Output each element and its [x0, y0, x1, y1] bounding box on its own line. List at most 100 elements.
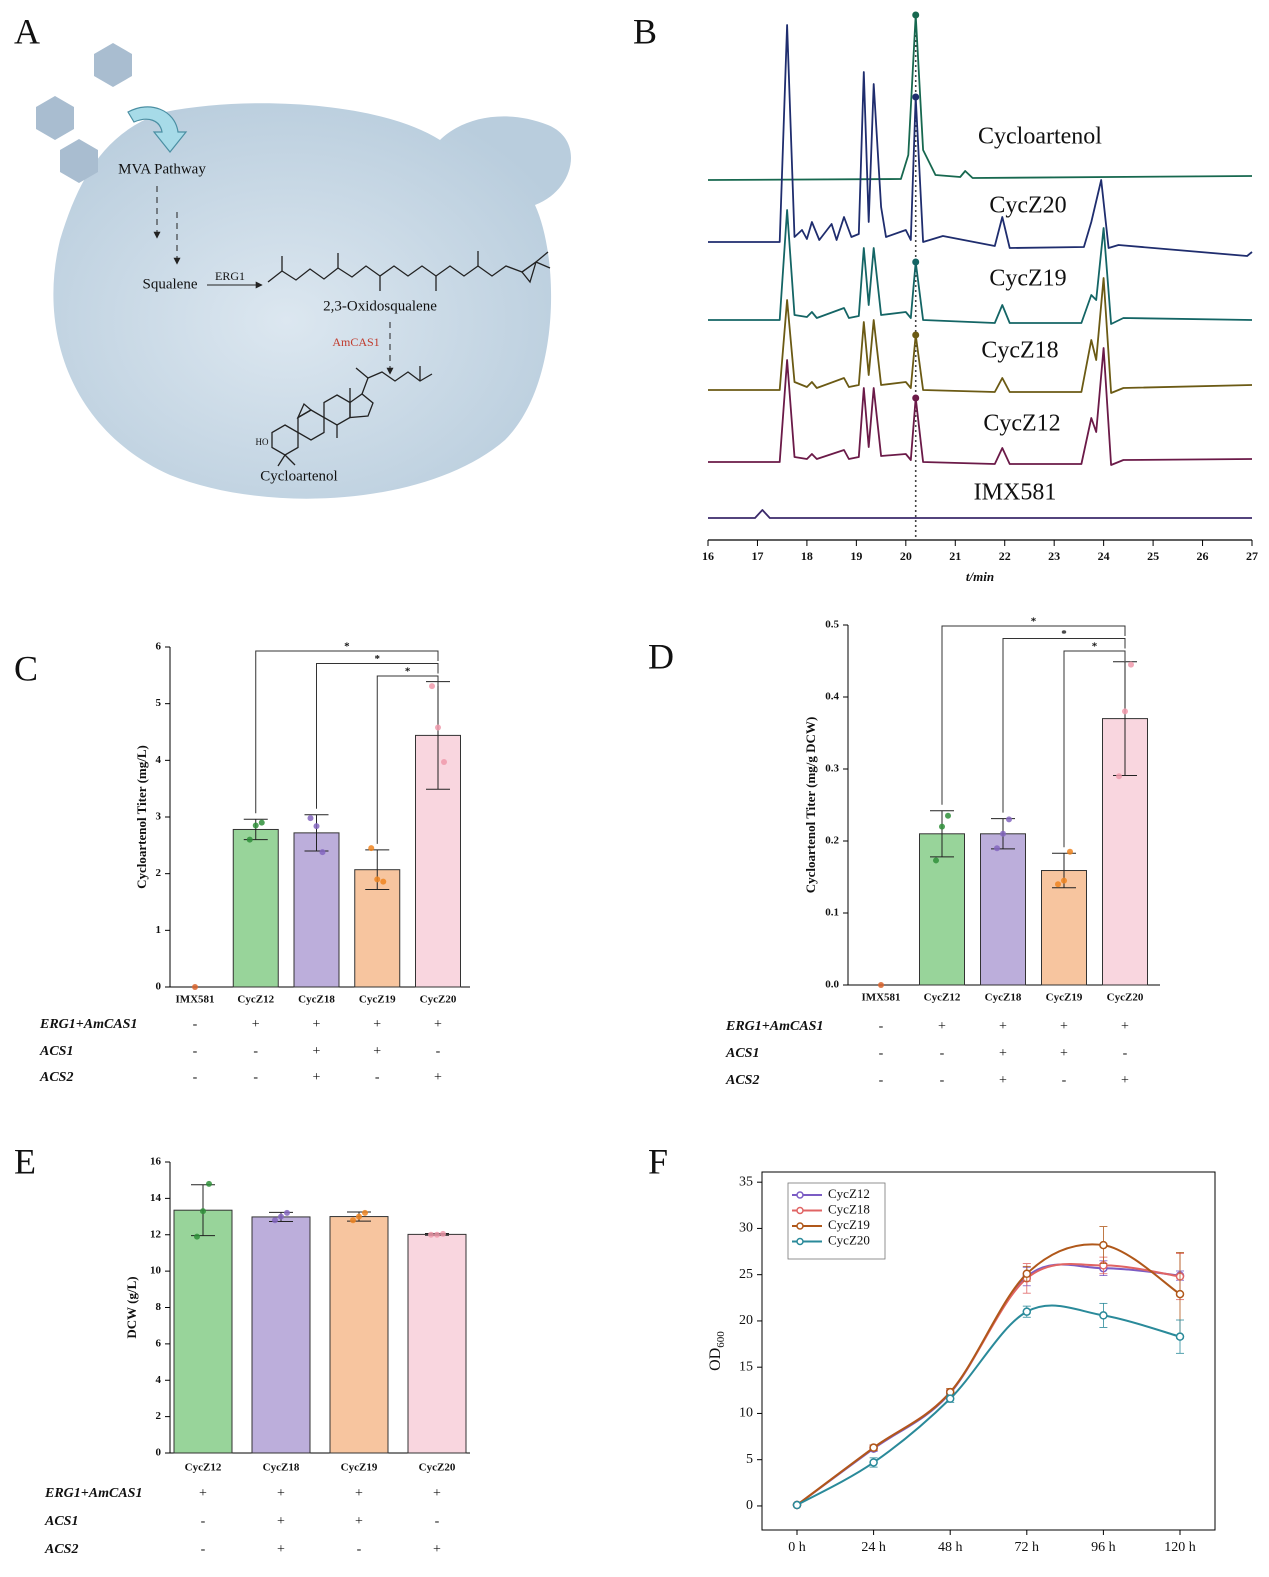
trace-label: CycZ18 — [981, 338, 1058, 364]
genotype-mark: + — [355, 1486, 363, 1501]
genotype-mark: - — [253, 1044, 258, 1059]
x-tick-label: 16 — [702, 549, 714, 563]
cycloartenol-structure — [271, 366, 433, 467]
y-tick-label: 2 — [156, 1410, 162, 1422]
data-point — [434, 1231, 440, 1238]
genotype-mark: - — [375, 1070, 380, 1085]
data-point — [435, 724, 441, 731]
significance-label: * — [344, 641, 350, 653]
genotype-name: ACS2 — [44, 1542, 78, 1557]
y-tick-label: 1 — [156, 924, 162, 936]
trace — [708, 277, 1253, 394]
series-line — [796, 1243, 1181, 1506]
y-tick-label: 4 — [156, 754, 162, 766]
data-point — [428, 1231, 434, 1238]
x-tick-label: CycZ19 — [341, 1462, 378, 1474]
x-tick-label: IMX581 — [175, 994, 214, 1006]
trace-label: IMX581 — [974, 480, 1057, 506]
x-tick-label: IMX581 — [861, 992, 900, 1004]
data-point — [200, 1208, 206, 1215]
data-point — [1116, 773, 1122, 780]
genotype-mark: + — [1121, 1019, 1129, 1034]
peak-marker — [912, 93, 920, 101]
data-point — [1061, 877, 1067, 884]
x-tick-label: CycZ12 — [185, 1462, 222, 1474]
data-point — [246, 836, 253, 843]
enzyme-label: AmCAS1 — [332, 335, 379, 349]
significance-bracket — [255, 650, 439, 814]
significance-label: * — [1092, 641, 1098, 653]
molecule-hex — [36, 96, 74, 140]
x-tick-label: CycZ20 — [420, 994, 457, 1006]
data-point — [368, 845, 375, 852]
data-point — [356, 1213, 362, 1220]
x-tick-label: 19 — [850, 549, 862, 563]
genotype-mark: - — [357, 1542, 362, 1557]
trace-label: CycZ12 — [983, 411, 1060, 437]
y-tick-label: 2 — [156, 867, 162, 879]
genotype-name: ERG1+AmCAS1 — [44, 1486, 142, 1501]
y-tick-label: 6 — [156, 641, 162, 653]
data-point — [272, 1217, 278, 1224]
y-tick-label: 0 — [156, 1447, 162, 1459]
y-tick-label: 8 — [156, 1301, 162, 1313]
x-tick-label: 27 — [1246, 549, 1258, 563]
data-point — [319, 849, 326, 856]
genotype-name: ACS2 — [725, 1073, 759, 1088]
y-tick-label: 5 — [156, 697, 162, 709]
genotype-mark: + — [1060, 1046, 1068, 1061]
data-point — [945, 812, 951, 819]
significance-bracket — [941, 625, 1126, 805]
data-point — [869, 1443, 878, 1452]
enzyme-label: ERG1 — [215, 269, 245, 283]
genotype-mark: - — [435, 1514, 440, 1529]
data-point — [1000, 830, 1006, 837]
genotype-mark: + — [433, 1486, 441, 1501]
y-axis-label: Cycloartenol Titer (mg/L) — [134, 745, 149, 889]
y-tick-label: 0 — [156, 981, 162, 993]
y-tick-label: 0.0 — [825, 979, 839, 991]
ring — [349, 393, 374, 419]
data-point — [1022, 1269, 1032, 1279]
x-tick-label: CycZ20 — [419, 1462, 456, 1474]
molecule-hex — [94, 43, 132, 87]
series-line — [796, 1263, 1181, 1506]
x-tick-label: CycZ20 — [1107, 992, 1144, 1004]
y-tick-label: 14 — [150, 1192, 162, 1204]
genotype-name: ACS1 — [725, 1046, 759, 1061]
legend-marker — [796, 1191, 804, 1199]
panel-label: A — [14, 11, 40, 51]
trace — [708, 24, 1253, 257]
legend-marker — [796, 1206, 804, 1215]
y-tick-label: 0.4 — [825, 691, 839, 703]
y-tick-label: 0 — [746, 1498, 753, 1513]
significance-bracket — [1002, 638, 1126, 813]
bar — [415, 734, 461, 988]
data-point — [429, 683, 435, 690]
genotype-mark: - — [879, 1046, 884, 1061]
trace — [708, 509, 1252, 519]
genotype-mark: + — [434, 1017, 442, 1032]
data-point — [1128, 661, 1134, 668]
molecule-hex — [60, 139, 98, 183]
trace-label: CycZ20 — [989, 193, 1066, 219]
data-point — [307, 815, 314, 822]
methyl — [277, 454, 286, 467]
genotype-mark: + — [313, 1070, 321, 1085]
bar — [251, 1216, 311, 1454]
bar — [980, 833, 1026, 986]
data-point — [1122, 708, 1128, 715]
data-point — [1006, 816, 1012, 823]
significance-bracket — [1063, 650, 1126, 848]
genotype-mark: + — [277, 1542, 285, 1557]
legend-marker — [796, 1237, 804, 1246]
genotype-mark: + — [199, 1486, 207, 1501]
y-tick-label: 16 — [150, 1156, 162, 1168]
data-point — [994, 845, 1000, 852]
x-tick-label: 18 — [801, 549, 813, 563]
x-tick-label: 26 — [1197, 549, 1209, 563]
plot-frame — [761, 1171, 1216, 1531]
genotype-mark: - — [193, 1070, 198, 1085]
genotype-mark: - — [1062, 1073, 1067, 1088]
